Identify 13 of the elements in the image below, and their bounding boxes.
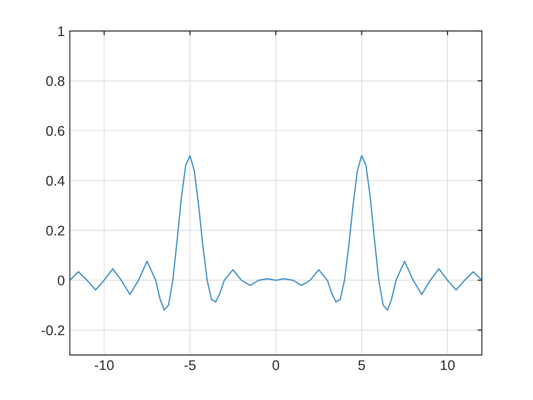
line-series <box>70 154 482 311</box>
x-tick-label: 10 <box>440 360 455 370</box>
x-tick-label: -10 <box>94 360 114 370</box>
y-tick-label: 0 <box>58 276 64 286</box>
y-tick-label: 1 <box>58 26 64 36</box>
x-tick-label: -5 <box>184 360 196 370</box>
y-tick-label: 0.4 <box>46 176 65 186</box>
y-tick-label: 0.8 <box>46 76 64 86</box>
x-tick-label: 5 <box>358 360 365 370</box>
y-tick-label: -0.2 <box>42 325 64 336</box>
x-tick-label: 0 <box>272 360 280 370</box>
y-tick-label: 0.2 <box>46 226 64 236</box>
y-tick-label: 0.6 <box>46 126 64 136</box>
